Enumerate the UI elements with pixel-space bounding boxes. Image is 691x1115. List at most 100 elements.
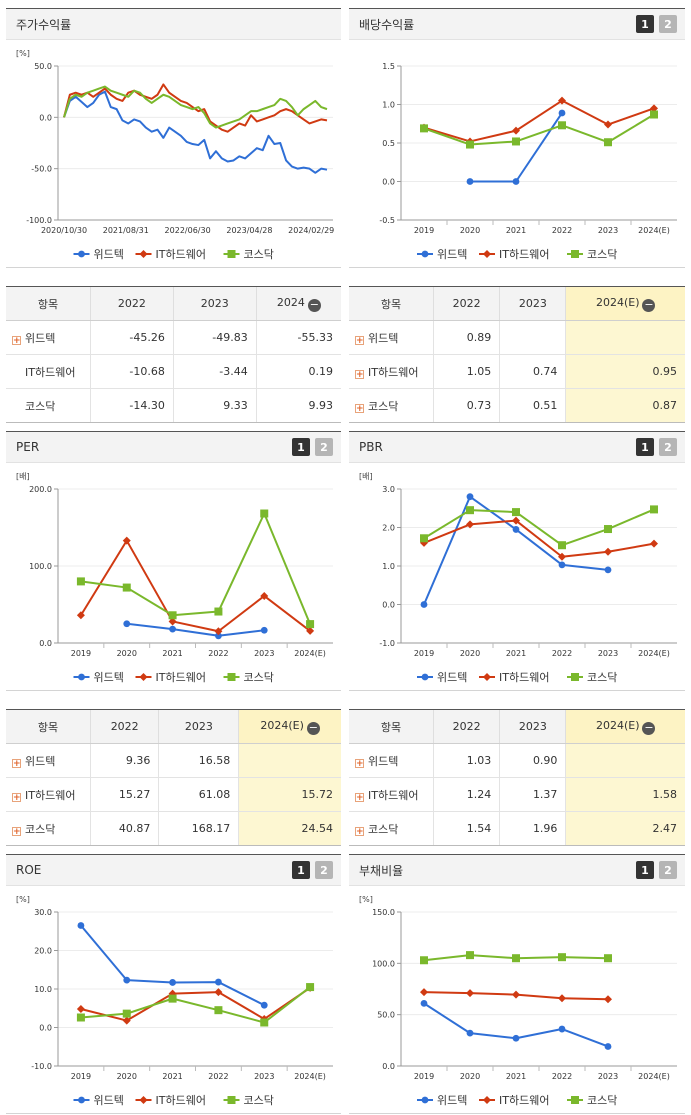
data-point-kosdaq-0 — [76, 577, 85, 586]
expand-row-icon[interactable]: + — [355, 826, 364, 837]
y-tick-label: 20.0 — [34, 947, 52, 956]
value-cell: -49.83 — [172, 320, 257, 355]
expand-row-icon[interactable]: + — [355, 758, 364, 769]
series-line-widtek — [63, 90, 328, 174]
page-2-button[interactable]: 2 — [659, 861, 677, 879]
page-buttons: 1 2 — [636, 15, 677, 33]
row-label-cell: + 위드텍 — [6, 743, 91, 778]
table-row: + 위드텍 1.03 0.90 — [349, 743, 685, 778]
column-header-label: 2022 — [452, 720, 481, 733]
value-cell: 15.72 — [238, 777, 341, 812]
legend-label-widtek: 위드텍 — [94, 671, 124, 684]
x-tick-label: 2019 — [414, 226, 434, 235]
stock-return-chart: [%] -100.0 -50.0 0.0 50.0 2020/10/30 2021/08/3… — [16, 49, 334, 261]
y-tick-label: 0.0 — [382, 1062, 395, 1071]
expand-row-icon[interactable]: + — [12, 792, 21, 803]
data-point-ithw-4 — [604, 547, 612, 556]
collapse-column-icon[interactable]: − — [306, 720, 320, 735]
panel-title: PER — [16, 440, 40, 454]
column-header-label: 2023 — [200, 297, 229, 310]
x-tick-label: 2019 — [71, 1072, 91, 1081]
data-point-widtek-legend — [421, 673, 429, 681]
x-tick-label: 2024(E) — [294, 1072, 326, 1081]
page-2-button[interactable]: 2 — [315, 861, 333, 879]
table-pbr: 항목 2022 2023 2024(E) − + 위드텍 1.03 0.90 + IT하드웨어 1.2… — [349, 709, 685, 846]
data-point-widtek-4 — [604, 1043, 612, 1050]
data-point-kosdaq-legend — [571, 1096, 579, 1104]
y-tick-label: 50.0 — [377, 1011, 395, 1020]
table-dividend-yield: 항목 2022 2023 2024(E) − + 위드텍 0.89 + IT하드웨어 1.05 0.7… — [349, 286, 685, 423]
value-cell: 1.03 — [432, 743, 500, 778]
value-cell — [565, 320, 685, 355]
row-label-cell: + 위드텍 — [349, 743, 434, 778]
series-line-kosdaq — [423, 508, 655, 547]
data-point-widtek-legend — [78, 250, 85, 258]
value-cell: 0.87 — [565, 388, 685, 422]
expand-row-icon[interactable]: + — [355, 369, 364, 380]
y-unit: [배] — [16, 472, 30, 481]
legend-label-ithw: IT하드웨어 — [156, 1093, 206, 1107]
pbr-chart: [배] -1.0 0.0 1.0 2.0 3.0 2019 2020 2021 2022 2023 2… — [359, 472, 677, 684]
series-line-kosdaq — [63, 85, 328, 129]
y-tick-label: 1.0 — [382, 101, 395, 110]
value-cell: 168.17 — [158, 811, 239, 845]
data-point-ithw-2 — [512, 990, 520, 999]
page-1-button[interactable]: 1 — [636, 438, 654, 456]
legend-label-kosdaq: 코스닥 — [587, 671, 617, 684]
panel-header: PBR 1 2 — [349, 432, 685, 463]
x-tick-label: 2020 — [460, 226, 480, 235]
series-line-kosdaq — [80, 986, 311, 1024]
data-point-ithw-0 — [76, 611, 85, 620]
data-point-kosdaq-legend — [227, 1096, 236, 1104]
collapse-column-icon[interactable]: − — [642, 297, 656, 312]
series-line-widtek — [470, 112, 563, 183]
row-label: 위드텍 — [368, 754, 399, 768]
data-point-kosdaq-4 — [260, 509, 269, 518]
data-point-widtek-legend — [421, 250, 429, 258]
page-1-button[interactable]: 1 — [292, 438, 310, 456]
column-header: 2024(E) − — [565, 287, 685, 321]
value-cell: 9.93 — [255, 388, 341, 422]
value-cell: 15.27 — [89, 777, 159, 812]
expand-row-icon[interactable]: + — [355, 792, 364, 803]
row-label-cell: +코스닥 — [6, 388, 91, 422]
expand-row-icon[interactable]: + — [12, 826, 21, 837]
x-tick-label: 2023 — [598, 649, 618, 658]
column-header: 2022 — [90, 287, 174, 321]
legend-label-ithw: IT하드웨어 — [499, 1093, 549, 1107]
page-1-button[interactable]: 1 — [636, 861, 654, 879]
table-row: +코스닥-14.309.339.93 — [6, 388, 341, 422]
y-tick-label: -100.0 — [26, 216, 52, 225]
y-tick-label: 100.0 — [372, 959, 395, 968]
collapse-column-icon[interactable]: − — [642, 720, 656, 735]
data-point-widtek-1 — [123, 976, 131, 984]
row-label: 위드텍 — [25, 331, 56, 345]
value-cell: 0.90 — [499, 743, 566, 778]
page-1-button[interactable]: 1 — [636, 15, 654, 33]
column-header: 2022 — [432, 710, 500, 744]
data-point-ithw-3 — [214, 627, 223, 636]
page-2-button[interactable]: 2 — [659, 438, 677, 456]
expand-row-icon[interactable]: + — [12, 758, 21, 769]
legend-label-kosdaq: 코스닥 — [244, 671, 274, 684]
table-row: + 위드텍 -45.26 -49.83 -55.33 — [6, 320, 341, 355]
expand-row-icon[interactable]: + — [355, 403, 364, 414]
dividend-yield-chart: -0.5 0.0 0.5 1.0 1.5 2019 2020 2021 2022 2023 2024… — [379, 62, 677, 261]
y-tick-label: 100.0 — [29, 562, 52, 571]
row-label-cell: +코스닥 — [349, 811, 434, 845]
expand-row-icon[interactable]: + — [12, 335, 21, 346]
page-2-button[interactable]: 2 — [659, 15, 677, 33]
data-point-ithw-legend — [483, 1096, 491, 1104]
series-line-ithw — [423, 519, 655, 558]
page-1-button[interactable]: 1 — [292, 861, 310, 879]
collapse-column-icon[interactable]: − — [307, 297, 321, 312]
page-2-button[interactable]: 2 — [315, 438, 333, 456]
y-tick-label: 1.0 — [382, 562, 395, 571]
x-tick-label: 2022 — [208, 649, 228, 658]
expand-row-icon[interactable]: + — [355, 335, 364, 346]
data-point-widtek-legend — [78, 673, 85, 681]
column-header-label: 2024 — [276, 295, 305, 309]
y-tick-label: 0.0 — [382, 601, 395, 610]
data-point-ithw-2 — [168, 617, 177, 626]
data-point-kosdaq-3 — [214, 1006, 223, 1015]
